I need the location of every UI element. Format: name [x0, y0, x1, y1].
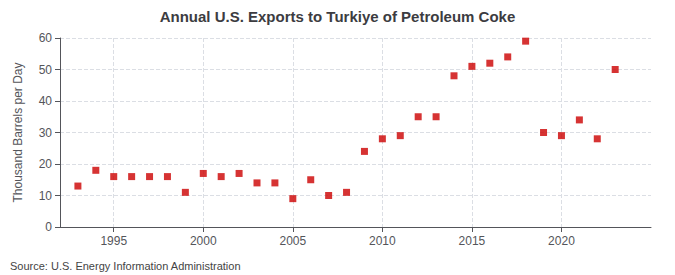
svg-text:10: 10 [39, 189, 53, 203]
svg-text:50: 50 [39, 63, 53, 77]
svg-text:2020: 2020 [548, 234, 575, 248]
svg-text:20: 20 [39, 157, 53, 171]
svg-text:1995: 1995 [100, 234, 127, 248]
svg-text:40: 40 [39, 94, 53, 108]
svg-text:2000: 2000 [190, 234, 217, 248]
svg-text:Annual U.S. Exports to Turkiye: Annual U.S. Exports to Turkiye of Petrol… [160, 8, 516, 25]
svg-text:2015: 2015 [459, 234, 486, 248]
svg-text:Source: U.S. Energy Informatio: Source: U.S. Energy Information Administ… [10, 260, 241, 272]
svg-text:0: 0 [45, 220, 52, 234]
svg-text:2005: 2005 [279, 234, 306, 248]
svg-text:2010: 2010 [369, 234, 396, 248]
svg-text:Thousand Barrels per Day: Thousand Barrels per Day [11, 62, 25, 202]
svg-text:60: 60 [39, 31, 53, 45]
svg-text:30: 30 [39, 126, 53, 140]
